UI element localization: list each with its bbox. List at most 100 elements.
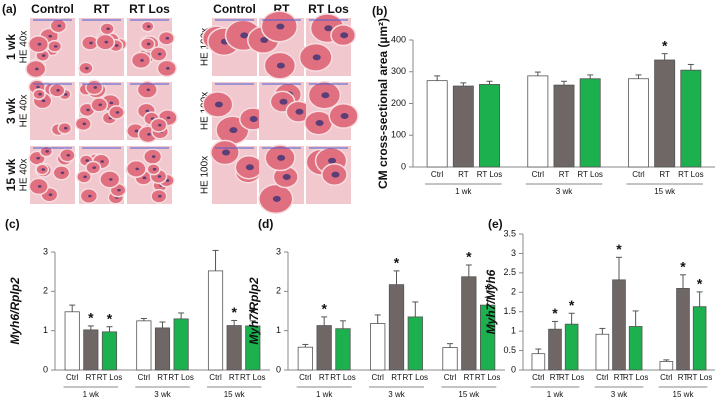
bar xyxy=(461,276,477,371)
column-header: Control xyxy=(213,2,256,16)
nucleus xyxy=(295,108,304,115)
magnification: HE 100x xyxy=(200,156,211,194)
x-tick-label: RT Los xyxy=(577,170,603,179)
nucleus xyxy=(66,153,71,157)
significance-marker: * xyxy=(485,281,491,297)
magnification: HE 40x xyxy=(19,95,30,128)
nucleus xyxy=(48,193,53,197)
x-tick-label: Ctrl xyxy=(371,373,384,382)
nucleus xyxy=(140,59,144,62)
group-label: 3 wk xyxy=(611,390,628,399)
nucleus xyxy=(85,159,89,162)
magnification: HE 100x xyxy=(200,28,211,66)
micrograph xyxy=(125,146,175,204)
nucleus xyxy=(214,101,223,108)
nucleus xyxy=(83,175,87,179)
nucleus xyxy=(41,99,46,103)
x-tick-label: RT xyxy=(86,373,97,382)
x-tick-label: Ctrl xyxy=(209,373,222,382)
y-axis-label: Myh6/Rplp2 xyxy=(8,277,22,345)
nucleus xyxy=(312,54,321,61)
nucleus xyxy=(134,129,139,133)
nucleus xyxy=(340,32,349,39)
nucleus xyxy=(115,111,120,114)
significance-marker: * xyxy=(107,310,113,326)
bar xyxy=(531,353,546,371)
row-label: 3 wk xyxy=(4,98,18,124)
y-tick-label: 1 xyxy=(511,326,516,336)
x-tick-label: Ctrl xyxy=(299,373,312,382)
x-tick-label: Ctrl xyxy=(66,373,79,382)
y-tick-label: 1 xyxy=(43,325,48,335)
nucleus xyxy=(117,188,121,192)
bar xyxy=(612,279,626,371)
nucleus xyxy=(56,89,60,92)
nucleus xyxy=(86,108,90,112)
nucleus xyxy=(41,54,46,57)
group-label: 3 wk xyxy=(388,390,405,399)
x-tick-label: RT Los xyxy=(240,373,266,382)
nucleus xyxy=(158,194,162,198)
bar xyxy=(83,329,99,371)
bar xyxy=(226,325,242,371)
x-tick-label: RT Los xyxy=(687,373,713,382)
y-tick-label: 0 xyxy=(401,161,406,171)
nucleus xyxy=(260,36,269,43)
group-label: 1 wk xyxy=(547,390,564,399)
bar xyxy=(207,270,224,371)
x-tick-label: Ctrl xyxy=(138,373,151,382)
nucleus xyxy=(135,167,140,171)
significance-marker: * xyxy=(697,276,703,292)
x-tick-label: RT Los xyxy=(623,373,649,382)
nucleus xyxy=(146,88,151,92)
x-tick-label: RT xyxy=(678,373,689,382)
nucleus xyxy=(89,41,93,45)
x-tick-label: RT Los xyxy=(330,373,356,382)
nucleus xyxy=(36,156,40,160)
group-label: 1 wk xyxy=(83,390,100,399)
x-tick-label: RT Los xyxy=(477,170,503,179)
group-label: 15 wk xyxy=(224,390,246,399)
micrograph xyxy=(246,10,304,80)
significance-marker: * xyxy=(466,249,472,265)
nucleus xyxy=(272,195,281,202)
nucleus xyxy=(93,86,98,89)
nucleus xyxy=(57,24,62,28)
nucleus xyxy=(98,103,103,107)
column-header: RT Los xyxy=(308,2,349,16)
x-tick-label: RT xyxy=(157,373,168,382)
bar xyxy=(680,69,702,168)
nucleus xyxy=(240,32,249,39)
bar xyxy=(388,284,405,371)
x-tick-label: RT Los xyxy=(559,373,585,382)
bar xyxy=(407,316,423,371)
bar xyxy=(370,323,386,371)
nucleus xyxy=(315,119,324,126)
group-label: 3 wk xyxy=(154,390,171,399)
significance-marker: * xyxy=(552,305,558,321)
nucleus xyxy=(108,178,113,181)
nucleus xyxy=(328,157,337,164)
nucleus xyxy=(37,185,42,188)
row-label: 15 wk xyxy=(4,158,18,191)
nucleus xyxy=(109,101,114,105)
micrograph xyxy=(298,13,357,76)
bar xyxy=(154,327,171,371)
bar xyxy=(297,346,313,371)
bar xyxy=(659,361,674,371)
y-tick-label: 200 xyxy=(391,98,406,108)
y-tick-label: 0.5 xyxy=(503,345,516,355)
bar xyxy=(173,318,189,371)
x-tick-label: RT Los xyxy=(97,373,123,382)
significance-marker: * xyxy=(680,259,686,275)
y-tick-label: 3.5 xyxy=(503,228,516,238)
y-tick-label: 3 xyxy=(511,248,516,258)
nucleus xyxy=(45,150,50,153)
bar xyxy=(654,59,676,168)
y-tick-label: 2 xyxy=(43,286,48,296)
column-header: Control xyxy=(31,2,74,16)
x-tick-label: RT xyxy=(550,373,561,382)
bar xyxy=(579,78,601,168)
nucleus xyxy=(100,160,105,163)
